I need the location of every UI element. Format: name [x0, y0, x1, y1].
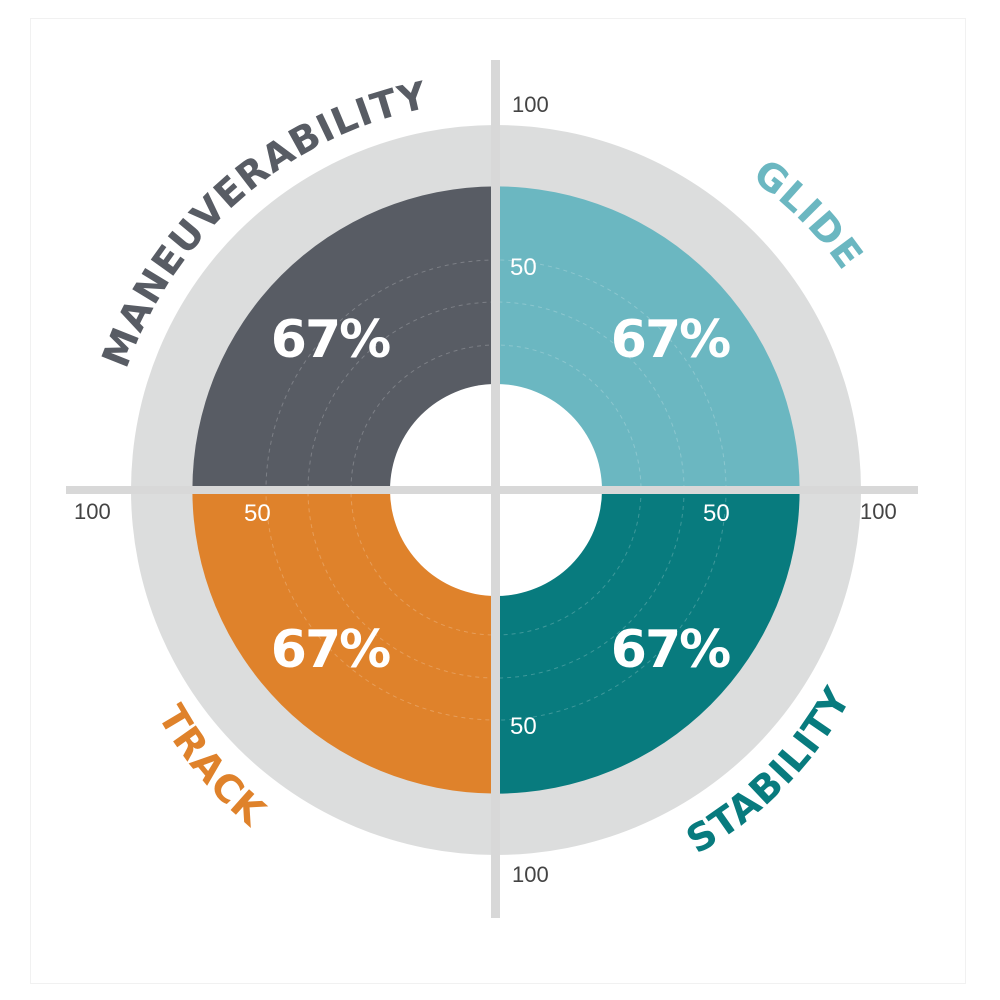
tick-label-right-100: 100	[860, 499, 897, 524]
wedge-stability	[496, 490, 800, 794]
tick-label-bottom-100: 100	[512, 862, 549, 887]
value-label-track: 67%	[271, 620, 390, 680]
value-label-maneuverability: 67%	[271, 310, 390, 370]
tick-label-bottom-50: 50	[510, 713, 537, 740]
tick-label-top-50: 50	[510, 254, 537, 281]
tick-label-left-100: 100	[74, 499, 111, 524]
wedge-maneuverability	[192, 186, 496, 490]
tick-label-right-50: 50	[703, 500, 730, 527]
value-label-stability: 67%	[611, 620, 730, 680]
horizontal-axis	[66, 486, 918, 494]
wedge-glide	[496, 186, 800, 490]
tick-label-top-100: 100	[512, 92, 549, 117]
value-label-glide: 67%	[611, 310, 730, 370]
tick-label-left-50: 50	[244, 500, 271, 527]
wedge-track	[192, 490, 496, 794]
